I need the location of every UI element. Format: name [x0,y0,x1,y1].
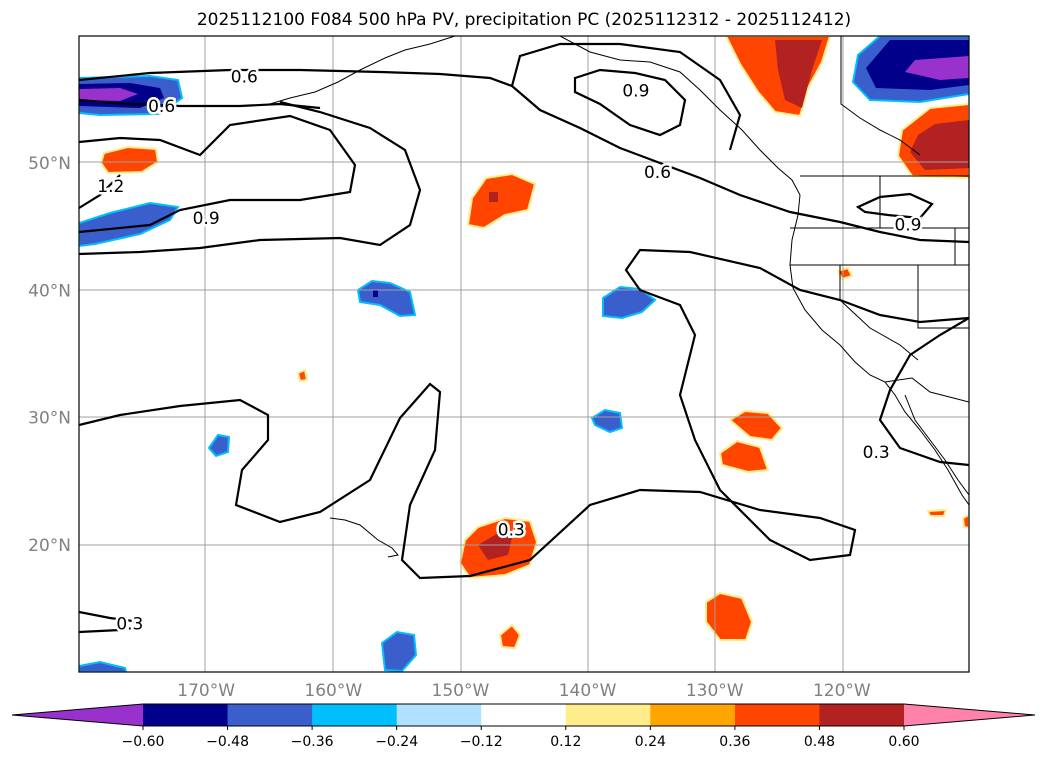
precip-region-pos-tiny-mx [926,508,948,517]
border-state-3 [839,265,919,361]
pv-contour-06-north [79,68,969,244]
pv-contour-03-east [878,317,969,467]
colorbar: −0.60 −0.48 −0.36 −0.24 −0.12 0.12 0.24 0.36 0.4… [11,703,1036,750]
colorbar-segment [565,704,651,726]
precip-shading [79,36,969,672]
y-tick-label: 40°N [28,281,71,301]
colorbar-tick-label: 0.36 [719,734,750,750]
precip-region-neg-south [380,630,418,672]
colorbar-tick-label: 0.12 [550,734,581,750]
colorbar-segment [650,704,736,726]
precip-region-neg-east [602,285,657,320]
colorbar-tick-label: 0.60 [888,734,919,750]
pv-contours [79,42,969,634]
pv-contour-12 [79,174,121,209]
map-content: 0.6 0.6 0.9 0.6 1.2 0.9 0.9 0.3 0.3 0.3 [79,36,969,672]
pv-contour-label: 0.6 [231,68,258,88]
coast-gulf-alaska [559,36,801,196]
precip-region-pos-east-1 [728,409,784,442]
precip-region-pos-southeast [705,591,754,641]
precip-region-neg-east-sub [590,408,624,434]
y-tick-label: 50°N [28,154,71,174]
pv-contour-label: 0.9 [622,82,649,102]
precip-region-pos-subtropical-core [478,532,512,560]
pv-contour-label: 1.2 [97,177,124,197]
gridlines [79,36,969,672]
x-tick-label: 150°W [432,681,490,701]
y-tick-label: 20°N [28,536,71,556]
pv-contour-label: 0.3 [863,443,890,463]
x-tick-label: 160°W [304,681,362,701]
pv-contour-label: 0.9 [894,215,921,235]
colorbar-tick-label: −0.36 [291,734,334,750]
colorbar-tick-label: −0.24 [375,734,418,750]
precip-region-pos-west [99,145,160,175]
precip-region-neg-corner [79,660,128,672]
precip-region-pos-canada-core [910,120,969,170]
pv-contour-label: 0.6 [148,97,175,117]
border-alaska-canada [840,36,921,156]
colorbar-segment [227,704,313,726]
pv-contour-09-loop [510,42,742,151]
pv-contour-label: 0.3 [498,521,525,541]
x-tick-label: 140°W [559,681,617,701]
x-tick-label: 130°W [686,681,744,701]
coastlines [269,36,969,558]
pv-contour-03-south-2 [79,628,121,634]
colorbar-segment [143,704,229,726]
colorbar-tick-label: 0.24 [635,734,666,750]
precip-region-neg-west-sub [207,433,231,458]
pv-contour-label: 0.9 [193,209,220,229]
pv-contour-label: 0.3 [116,615,143,635]
precip-region-neg-west [79,201,180,248]
pv-contour-03-south [79,610,141,624]
colorbar-segment [819,704,905,726]
pv-contour-labels: 0.6 0.6 0.9 0.6 1.2 0.9 0.9 0.3 0.3 0.3 [95,65,924,637]
precip-region-pos-central-core [489,192,498,202]
colorbar-extend-min [12,704,143,726]
precip-region-neg-central-core [373,290,378,297]
coast-west-us [789,194,969,506]
precip-region-neg-canada-max [905,56,969,80]
y-tick-label: 30°N [28,409,71,429]
precip-region-pos-east-2 [718,439,770,474]
pv-contour-09-inner [573,68,687,137]
colorbar-tick-label: −0.12 [460,734,503,750]
coast-alaska [269,36,456,105]
colorbar-segment [734,704,820,726]
coast-baja [904,394,969,496]
pv-contour-label: 0.6 [644,163,671,183]
colorbar-tick-label: 0.48 [804,734,835,750]
precip-region-pos-tiny-west [296,368,309,383]
x-tick-label: 170°W [177,681,235,701]
map-frame [78,35,970,673]
precip-region-pos-tiny-edge [961,513,969,530]
x-tick-label: 120°W [813,681,871,701]
pv-contour-09-east [855,192,934,220]
chart-title: 2025112100 F084 500 hPa PV, precipitatio… [197,10,851,30]
colorbar-segment [396,704,482,726]
colorbar-extend-max [904,704,1035,726]
map-tick-labels: 170°W 160°W 150°W 140°W 130°W 120°W 20°N 30°N 40… [28,154,871,701]
precip-region-pos-central [466,172,537,230]
precip-region-pos-south [498,623,522,650]
pv-contour-09-main [79,100,422,256]
precip-region-pos-gulf-core [775,40,822,108]
coast-hawaii [329,517,399,558]
colorbar-segment [481,704,567,726]
colorbar-tick-label: −0.48 [206,734,249,750]
pv-contour-03-main [79,248,969,580]
pv-contour-06-west-2 [79,114,357,234]
colorbar-tick-label: −0.60 [122,734,165,750]
precip-region-pos-tiny-ca [836,266,854,281]
precip-region-neg-nw-max [79,88,138,101]
map-background [79,36,969,672]
border-us-mexico [884,377,969,403]
colorbar-segment [312,704,398,726]
